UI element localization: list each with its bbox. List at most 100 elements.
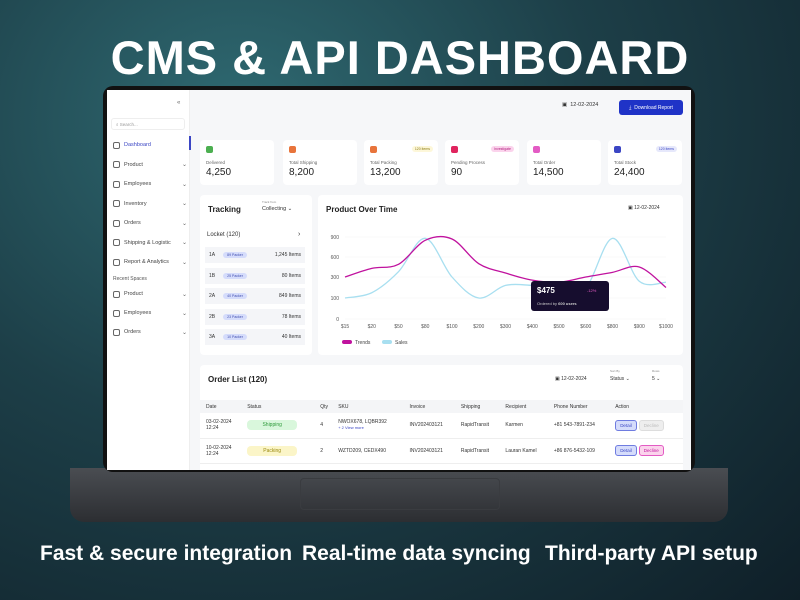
chart-title: Product Over Time — [326, 205, 398, 214]
locket-row[interactable]: 3A 10 Packer 40 Items — [205, 329, 305, 345]
chart-tooltip: $475 -12% Ordered by 600 users — [531, 281, 609, 311]
chevron-down-icon: ⌄ — [181, 259, 187, 266]
packer-badge: 10 Packer — [223, 334, 247, 340]
stat-label: Total Order — [533, 160, 556, 165]
tooltip-change: -12% — [587, 288, 597, 293]
order-list-panel: Order List (120) ▣ 12-02-2024 Sort By St… — [200, 365, 683, 470]
stat-card: 120 items Total Packing 13,200 — [364, 140, 438, 185]
chevron-down-icon: ⌄ — [181, 162, 187, 168]
chevron-down-icon: ⌄ — [181, 181, 187, 188]
tooltip-note: Ordered by — [537, 301, 558, 306]
caption-2: Real-time data syncing — [302, 542, 531, 565]
recipient: Karmen — [499, 413, 548, 439]
search-input[interactable]: ⌕ Search... — [111, 118, 185, 130]
recent-item-orders[interactable]: Orders ⌄ — [113, 326, 187, 338]
stat-label: Total Shipping — [289, 160, 318, 165]
sidebar-item-shipping-logistic[interactable]: Shipping & Logistic ⌄ — [113, 237, 187, 249]
download-report-button[interactable]: ⤓ Download Report — [619, 100, 683, 115]
header-date[interactable]: ▣ 12-02-2024 — [562, 102, 599, 108]
stat-value: 8,200 — [289, 167, 315, 178]
view-more-link[interactable]: + 2 View more — [338, 425, 364, 431]
nav-icon — [113, 309, 120, 317]
locket-title: Locket (120) — [207, 232, 241, 238]
locket-id: 2A — [209, 293, 216, 299]
shipping: RapidTransit — [454, 413, 500, 439]
sidebar-item-report-analytics[interactable]: Report & Analytics ⌄ — [113, 256, 187, 268]
legend-label: Trends — [355, 340, 371, 346]
nav-icon — [113, 328, 120, 336]
rows-label: Rows — [652, 369, 660, 373]
chart-date[interactable]: ▣ 12-02-2024 — [628, 205, 660, 211]
track-from-select[interactable]: Collecting ⌄ — [262, 206, 293, 212]
qty: 4 — [314, 413, 333, 439]
column-header: Phone Number — [547, 400, 610, 413]
sidebar-item-inventory[interactable]: Inventory ⌄ — [113, 198, 187, 210]
detail-button[interactable]: Detail — [615, 445, 637, 456]
y-tick-label: 600 — [331, 255, 340, 261]
stat-value: 90 — [451, 167, 463, 178]
locket-items: 849 Items — [279, 293, 301, 299]
order-time: 12:24 — [206, 450, 219, 457]
chevron-down-icon: ⌄ — [181, 291, 187, 298]
invoice: INV202403121 — [403, 413, 455, 439]
chevron-right-icon[interactable]: › — [298, 231, 301, 238]
stat-icon — [206, 146, 213, 153]
stat-card: Total Order 14,500 — [527, 140, 601, 185]
tracking-title: Tracking — [208, 205, 241, 214]
stat-value: 13,200 — [370, 167, 401, 178]
sku: NWOX678, LQBR392 — [338, 419, 387, 426]
stat-badge: 120 items — [411, 146, 433, 152]
packer-badge: 25 Packer — [223, 272, 247, 279]
locket-row[interactable]: 2A 40 Packer 849 Items — [205, 288, 305, 304]
stat-icon — [370, 146, 377, 153]
sidebar-item-employees[interactable]: Employees ⌄ — [113, 178, 187, 190]
y-tick-label: 100 — [331, 296, 340, 302]
y-tick-label: 900 — [331, 235, 340, 241]
tooltip-users: 600 users — [558, 301, 577, 306]
invoice: INV202403121 — [403, 438, 455, 464]
chevron-down-icon: ⌄ — [181, 310, 187, 317]
locket-row[interactable]: 1B 25 Packer 80 Items — [205, 267, 305, 284]
x-tick-label: $900 — [634, 324, 645, 330]
stat-card: Delivered 4,250 — [200, 140, 274, 185]
sidebar-item-product[interactable]: Product ⌄ — [113, 159, 187, 171]
track-from-label: Track from — [262, 200, 277, 204]
locket-row[interactable]: 1A 89 Packer 1,245 Items — [205, 247, 305, 263]
packer-badge: 89 Packer — [223, 252, 247, 258]
locket-items: 40 Items — [281, 334, 301, 340]
x-tick-label: $500 — [553, 324, 564, 330]
decline-button[interactable]: Decline — [638, 445, 664, 456]
stat-badge: 120 items — [655, 146, 677, 152]
chevron-down-icon: ⌄ — [181, 240, 187, 246]
sidebar-item-dashboard[interactable]: Dashboard — [113, 139, 187, 151]
sort-select[interactable]: Status ⌄ — [610, 376, 630, 382]
table-row: 03-02-2024 12:24 Shipping 4 NWOX678, LQBR392… — [200, 413, 683, 439]
line-chart: 0 100 300 600 900 $15 $20 $50 $80 $100 $200 $300 $40… — [331, 235, 674, 346]
caption-1: Fast & secure integration — [40, 542, 293, 565]
recipient: Lauran Kamel — [499, 438, 548, 464]
rows-select[interactable]: 5 ⌄ — [652, 376, 661, 382]
stat-icon — [451, 146, 458, 153]
column-header: Action — [609, 400, 683, 413]
decline-button[interactable]: Decline — [638, 419, 664, 431]
table-row: 10-02-2024 12:24 Packing 2 WZTD209, CEDX490 I… — [200, 438, 683, 464]
locket-row[interactable]: 2B 23 Packer 78 Items — [205, 308, 305, 325]
detail-button[interactable]: Detail — [615, 419, 637, 431]
recent-item-product[interactable]: Product ⌄ — [113, 288, 187, 300]
order-date[interactable]: ▣ 12-02-2024 — [555, 376, 587, 382]
status-badge: Packing — [247, 445, 298, 456]
product-chart-panel: Product Over Time ▣ 12-02-2024 0 100 300 60… — [318, 195, 683, 355]
chevron-down-icon: ⌄ — [181, 220, 187, 227]
legend-swatch — [342, 340, 352, 344]
x-tick-label: $600 — [580, 324, 591, 330]
collapse-icon[interactable]: « — [177, 100, 181, 106]
recent-spaces-title: Recent Spaces — [113, 276, 147, 282]
recent-item-employees[interactable]: Employees ⌄ — [113, 307, 187, 319]
banner-title: CMS & API DASHBOARD — [110, 31, 690, 84]
stat-value: 14,500 — [533, 167, 564, 178]
chevron-down-icon: ⌄ — [181, 329, 187, 336]
sidebar-item-orders[interactable]: Orders ⌄ — [113, 217, 187, 229]
series-line-sales — [344, 237, 667, 299]
nav-icon — [113, 200, 120, 207]
stat-badge: Investigate — [491, 146, 514, 152]
